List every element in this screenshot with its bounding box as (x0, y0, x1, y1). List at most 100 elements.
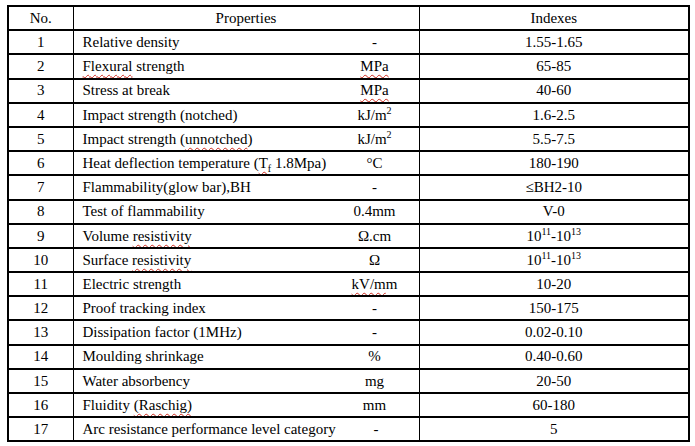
row-number: 12 (8, 296, 73, 320)
text-segment: mm (363, 397, 386, 413)
property-name: Moulding shrinkage (74, 348, 333, 365)
text-segment: 0.4mm (353, 203, 395, 219)
property-cell: Stress at breakMPa (73, 79, 419, 103)
property-unit: Ω.cm (333, 228, 417, 245)
text-segment: 10 (526, 252, 541, 268)
row-number: 9 (8, 224, 73, 248)
table-row: 2Flexural strengthMPa65-85 (8, 54, 689, 78)
index-value: 1.55-1.65 (419, 30, 689, 54)
property-name: Stress at break (74, 82, 333, 99)
text-segment: Volume (83, 228, 133, 244)
text-segment: - (374, 421, 379, 437)
text-segment: Ω (369, 252, 380, 268)
table-row: 12Proof tracking index-150-175 (8, 296, 689, 320)
property-cell: Proof tracking index- (73, 296, 419, 320)
property-wrap: Test of flammability 0.4mm (74, 203, 419, 220)
row-number: 15 (8, 369, 73, 393)
text-segment: Test of flammability (83, 203, 205, 219)
property-name: Test of flammability (74, 203, 333, 220)
property-unit: kJ/m2 (333, 107, 417, 124)
text-segment: - (372, 179, 377, 195)
text-segment: Relative density (83, 34, 180, 50)
property-wrap: Flexural strength MPa (74, 58, 419, 75)
index-value: 0.02-0.10 (419, 320, 689, 344)
property-unit: Ω (333, 252, 417, 269)
row-number: 1 (8, 30, 73, 54)
text-segment: 2 (387, 105, 392, 116)
table-row: 10Surface resistivityΩ1011-1013 (8, 248, 689, 272)
text-segment: Water absorbency (83, 373, 191, 389)
property-wrap: Impact strength (unnotched) kJ/m2 (74, 131, 419, 148)
property-wrap: Proof tracking index- (74, 300, 419, 317)
index-value: 150-175 (419, 296, 689, 320)
text-segment: 10 (526, 228, 541, 244)
text-segment: m (386, 276, 398, 292)
property-cell: Water absorbency mg (73, 369, 419, 393)
property-cell: Volume resistivityΩ.cm (73, 224, 419, 248)
property-unit: kV/mm (333, 276, 417, 293)
text-segment: MPa (360, 58, 388, 74)
property-wrap: Volume resistivityΩ.cm (74, 228, 419, 245)
text-segment: 180-190 (529, 155, 579, 171)
table-row: 6Heat deflection temperature (Tf 1.8Mpa)… (8, 151, 689, 175)
property-unit: MPa (333, 82, 417, 99)
text-segment: 0.40-0.60 (525, 348, 583, 364)
property-name: Arc resistance performance level categor… (74, 421, 336, 438)
table-row: 4Impact strength (notched)kJ/m21.6-2.5 (8, 103, 689, 127)
text-segment: 40-60 (536, 82, 571, 98)
text-segment: Flammability(glow bar),BH (83, 179, 251, 195)
property-wrap: Flammability(glow bar),BH - (74, 179, 419, 196)
property-name: Flammability(glow bar),BH (74, 179, 333, 196)
text-segment: 10-20 (536, 276, 571, 292)
property-name: Relative density (74, 34, 333, 51)
text-segment: resistivity (132, 252, 191, 268)
property-wrap: Impact strength (notched)kJ/m2 (74, 107, 419, 124)
text-segment: 13 (571, 226, 581, 237)
property-name: Dissipation factor (1MHz) (74, 324, 333, 341)
property-name: Impact strength (unnotched) (74, 131, 333, 148)
header-indexes: Indexes (419, 6, 689, 30)
table-row: 1Relative density-1.55-1.65 (8, 30, 689, 54)
index-value: 60-180 (419, 393, 689, 417)
text-segment: mg (365, 373, 384, 389)
text-segment: 5 (550, 421, 558, 437)
text-segment: Arc resistance performance level categor… (83, 421, 336, 437)
property-cell: Relative density- (73, 30, 419, 54)
header-properties: Properties (73, 6, 419, 30)
text-segment: Fluidity (83, 397, 134, 413)
text-segment: kJ/m (357, 107, 386, 123)
text-segment: -10 (551, 252, 571, 268)
text-segment: ) (247, 131, 252, 147)
text-segment: kJ/m (357, 131, 386, 147)
property-wrap: Surface resistivityΩ (74, 252, 419, 269)
table-row: 16Fluidity (Raschig)mm60-180 (8, 393, 689, 417)
property-cell: Impact strength (unnotched) kJ/m2 (73, 127, 419, 151)
row-number: 13 (8, 320, 73, 344)
row-number: 5 (8, 127, 73, 151)
property-name: Proof tracking index (74, 300, 333, 317)
property-name: Electric strength (74, 276, 333, 293)
table-row: 5Impact strength (unnotched)kJ/m25.5-7.5 (8, 127, 689, 151)
text-segment: 2 (387, 129, 392, 140)
table-row: 9Volume resistivityΩ.cm1011-1013 (8, 224, 689, 248)
table-row: 3Stress at breakMPa40-60 (8, 79, 689, 103)
property-name: Fluidity (Raschig) (74, 397, 333, 414)
property-cell: Impact strength (notched)kJ/m2 (73, 103, 419, 127)
table-row: 13Dissipation factor (1MHz)-0.02-0.10 (8, 320, 689, 344)
text-segment: ≤BH2-10 (525, 179, 582, 195)
text-segment: 0.02-0.10 (525, 324, 583, 340)
text-segment: V-0 (543, 203, 565, 219)
text-segment: kV/m (352, 276, 386, 292)
text-segment: Ω.cm (358, 228, 391, 244)
property-unit: MPa (333, 58, 417, 75)
property-wrap: Arc resistance performance level categor… (74, 421, 419, 438)
property-name: Flexural strength (74, 58, 333, 75)
table-row: 17Arc resistance performance level categ… (8, 417, 689, 441)
property-wrap: Water absorbency mg (74, 373, 419, 390)
text-segment: °C (366, 155, 382, 171)
property-cell: Electric strengthkV/mm (73, 272, 419, 296)
header-row: No. Properties Indexes (8, 6, 689, 30)
property-unit: mm (333, 397, 417, 414)
text-segment: (Raschig) (134, 397, 192, 413)
header-no: No. (8, 6, 73, 30)
